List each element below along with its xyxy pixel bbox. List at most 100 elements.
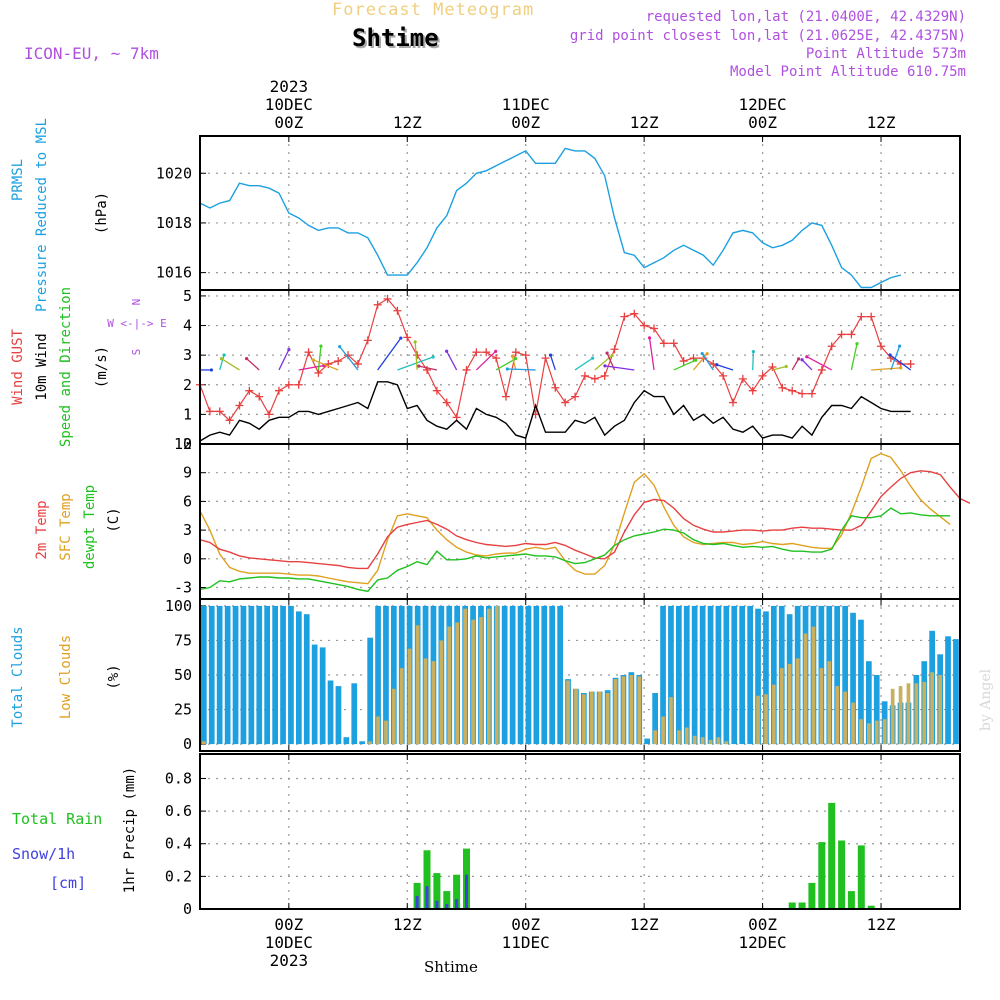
- gust-marker-11: [304, 348, 313, 357]
- low-cloud-bar-21: [368, 741, 372, 745]
- top-day-label-2: 11DEC: [502, 95, 550, 114]
- temp-ytick-label-5: 12: [174, 435, 192, 453]
- top-day-label-0: 10DEC: [265, 95, 313, 114]
- gust-marker-7: [265, 410, 274, 419]
- total-clouds-axis-label: Total Clouds: [10, 626, 26, 727]
- low-cloud-bar-84: [867, 723, 871, 745]
- low-cloud-bar-35: [479, 617, 483, 745]
- wind-vector-head-22: [413, 340, 417, 344]
- total-cloud-bar-24: [391, 605, 397, 745]
- low-cloud-bar-51: [605, 693, 610, 745]
- low-cloud-bar-72: [772, 684, 776, 745]
- snow-bar-27: [465, 874, 468, 909]
- gust-marker-41: [600, 371, 609, 380]
- low-cloud-bar-85: [874, 720, 879, 745]
- gust-line: [199, 298, 911, 422]
- temp-ytick-label-2: 3: [183, 521, 192, 539]
- sfc-temp-axis-label: SFC Temp: [58, 493, 74, 560]
- low-cloud-bar-57: [653, 730, 657, 745]
- low-cloud-bar-28: [423, 658, 428, 745]
- wind-vector-62: [801, 359, 813, 371]
- gust-marker-24: [432, 386, 441, 395]
- gust-marker-12: [314, 368, 323, 377]
- pressure-ytick-label-1: 1018: [156, 214, 192, 232]
- bottom-time-tick-3: 12Z: [630, 915, 659, 934]
- top-year-label: 2023: [270, 77, 309, 96]
- compass-s: S: [130, 349, 143, 356]
- top-time-tick-2: 00Z: [511, 113, 540, 132]
- wind-vector-48: [673, 359, 696, 371]
- low-cloud-bar-83: [859, 719, 863, 745]
- wind-vector-2: [219, 354, 225, 371]
- total-cloud-bar-16: [327, 680, 334, 745]
- wind-vector-head-68: [899, 366, 903, 370]
- wind-vector-44: [604, 365, 635, 371]
- wind-vector-58: [772, 365, 787, 371]
- wind-unit: (m/s): [94, 346, 110, 388]
- gust-axis-label: Wind GUST: [10, 329, 26, 405]
- gust-marker-6: [255, 392, 264, 401]
- total-cloud-bar-69: [747, 605, 753, 745]
- wind-vector-56: [752, 351, 755, 370]
- low-cloud-bar-76: [803, 633, 808, 744]
- low-cloud-bar-62: [692, 735, 697, 745]
- total-cloud-bar-68: [739, 605, 745, 745]
- wind-ytick-label-2: 2: [183, 376, 192, 394]
- pressure-line: [199, 147, 901, 289]
- total-cloud-bar-15: [319, 647, 326, 745]
- low-cloud-bar-55: [637, 676, 642, 745]
- wind-vector-head-58: [784, 364, 788, 369]
- total-cloud-bar-43: [541, 605, 548, 745]
- wind-vector-head-60: [797, 357, 801, 361]
- wind-vector-14: [313, 359, 339, 371]
- precip-unit: 1hr Precip (mm): [122, 767, 138, 893]
- wind-vector-head-64: [805, 355, 809, 359]
- total-cloud-bar-3: [224, 605, 231, 745]
- point-altitude: Point Altitude 573m: [805, 46, 966, 62]
- total-cloud-bar-6: [248, 605, 255, 745]
- low-cloud-bar-78: [819, 668, 824, 745]
- rain-bar-62: [808, 882, 816, 909]
- gust-marker-48: [669, 339, 678, 348]
- wind-ytick-label-4: 4: [183, 317, 192, 335]
- compass-n: N: [130, 299, 143, 306]
- rain-bar-26: [453, 874, 461, 909]
- wind-vector-6: [246, 358, 260, 371]
- dewpt-temp-line: [199, 507, 951, 593]
- total-cloud-bar-84: [866, 661, 872, 745]
- total-cloud-bar-82: [850, 612, 856, 745]
- wind-ytick-label-5: 5: [183, 287, 192, 305]
- low-cloud-bar-33: [463, 608, 467, 745]
- gust-marker-56: [748, 386, 757, 395]
- product-title: Forecast Meteogram: [332, 0, 535, 20]
- temp-ytick-label-3: 6: [183, 492, 192, 510]
- low-cloud-bar-80: [835, 686, 839, 745]
- wind-vector-head-12: [319, 344, 323, 348]
- wind-vector-60: [791, 358, 800, 371]
- wind-vector-head-0: [209, 368, 213, 372]
- clouds-frame: [199, 598, 961, 752]
- total-cloud-bar-42: [533, 605, 540, 745]
- rain-bar-23: [423, 850, 431, 909]
- gust-marker-55: [738, 374, 747, 383]
- wind-vector-head-14: [311, 358, 315, 362]
- gust-marker-18: [373, 300, 382, 309]
- total-cloud-bar-11: [288, 605, 294, 745]
- low-cloud-bar-0: [202, 741, 206, 745]
- low-cloud-bar-47: [574, 688, 578, 745]
- wind-vector-head-34: [505, 367, 510, 371]
- low-cloud-bar-27: [415, 625, 420, 745]
- rain-bar-61: [798, 902, 806, 909]
- wind-direction-axis-label: Speed and Direction: [58, 287, 74, 447]
- rain-bar-24: [433, 873, 441, 909]
- total-cloud-bar-22: [375, 605, 381, 745]
- total-cloud-bar-62: [691, 605, 698, 745]
- clouds-ytick-label-4: 100: [165, 597, 192, 615]
- gust-marker-31: [501, 392, 510, 401]
- low-cloud-bar-61: [684, 727, 689, 745]
- bottom-time-tick-5: 12Z: [867, 915, 896, 934]
- total-cloud-bar-80: [834, 605, 840, 745]
- wind-vector-head-8: [287, 348, 291, 352]
- gust-marker-64: [827, 342, 836, 351]
- top-day-label-4: 12DEC: [739, 95, 787, 114]
